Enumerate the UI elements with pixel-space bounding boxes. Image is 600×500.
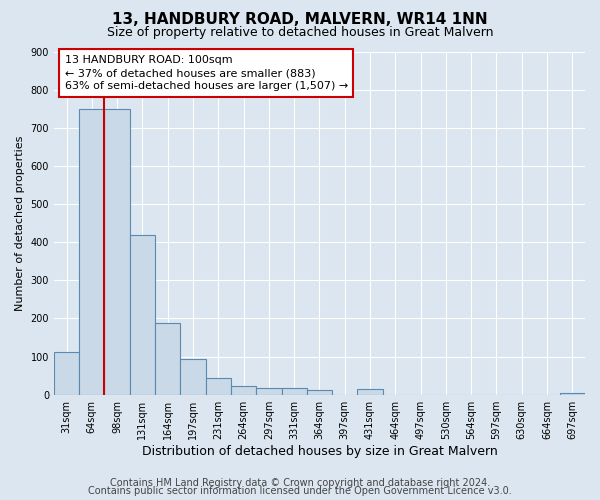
Bar bbox=[231, 386, 256, 394]
Text: 13, HANDBURY ROAD, MALVERN, WR14 1NN: 13, HANDBURY ROAD, MALVERN, WR14 1NN bbox=[112, 12, 488, 28]
Bar bbox=[181, 359, 206, 394]
Bar bbox=[130, 236, 155, 394]
Y-axis label: Number of detached properties: Number of detached properties bbox=[15, 136, 25, 311]
X-axis label: Distribution of detached houses by size in Great Malvern: Distribution of detached houses by size … bbox=[142, 444, 497, 458]
Bar bbox=[79, 110, 104, 395]
Bar bbox=[206, 378, 231, 394]
Text: Size of property relative to detached houses in Great Malvern: Size of property relative to detached ho… bbox=[107, 26, 493, 39]
Bar bbox=[281, 388, 307, 394]
Bar bbox=[358, 389, 383, 394]
Bar bbox=[104, 110, 130, 395]
Bar bbox=[307, 390, 332, 394]
Bar bbox=[155, 323, 181, 394]
Text: Contains public sector information licensed under the Open Government Licence v3: Contains public sector information licen… bbox=[88, 486, 512, 496]
Text: 13 HANDBURY ROAD: 100sqm
← 37% of detached houses are smaller (883)
63% of semi-: 13 HANDBURY ROAD: 100sqm ← 37% of detach… bbox=[65, 55, 348, 92]
Bar bbox=[560, 393, 585, 394]
Bar bbox=[54, 352, 79, 395]
Bar bbox=[256, 388, 281, 394]
Text: Contains HM Land Registry data © Crown copyright and database right 2024.: Contains HM Land Registry data © Crown c… bbox=[110, 478, 490, 488]
